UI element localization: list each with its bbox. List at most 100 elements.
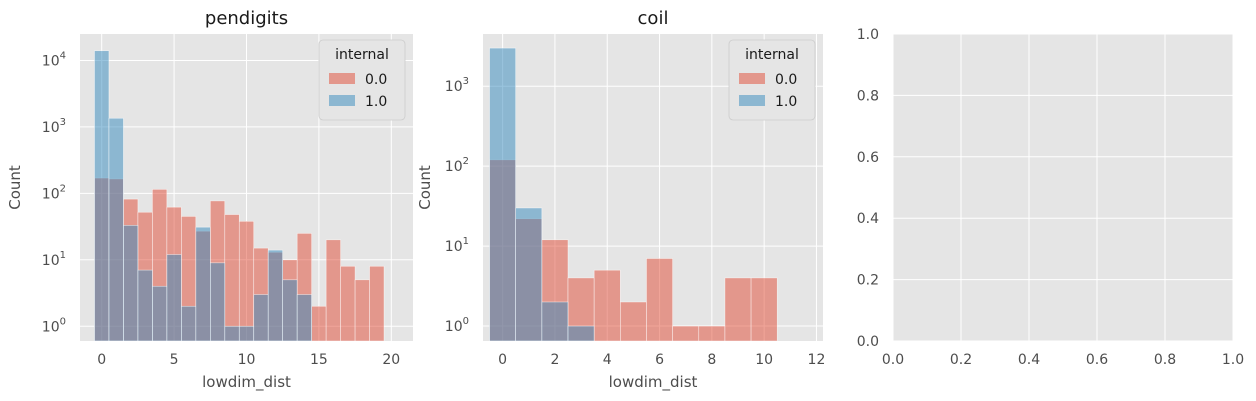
histogram-bar — [489, 47, 516, 342]
y-tick-base: 10 — [42, 253, 60, 269]
histogram-bar — [593, 269, 621, 342]
y-tick-label: 101 — [42, 250, 66, 269]
y-tick-label: 102 — [445, 156, 469, 175]
x-tick-label: 12 — [808, 352, 826, 368]
y-tick-label: 0.2 — [857, 273, 879, 289]
histogram-bar — [137, 269, 153, 342]
y-tick-label: 103 — [42, 117, 66, 136]
legend-swatch — [739, 73, 765, 84]
histogram-bar — [253, 294, 269, 342]
histogram-bar — [325, 239, 341, 342]
histogram-bar — [181, 305, 197, 342]
chart-panel-2: 0.0 0.2 0.4 0.6 0.8 1.0 0.0 0.2 0.4 0.6 0.8 1.0 — [857, 27, 1244, 368]
y-tick-exponent: 1 — [463, 236, 469, 247]
legend-entry-label: 0.0 — [365, 72, 387, 88]
y-tick-exponent: 3 — [463, 76, 469, 87]
histogram-bar — [267, 249, 283, 342]
histogram-bar — [94, 50, 110, 342]
histogram-bar — [224, 214, 240, 342]
y-tick-base: 10 — [42, 319, 60, 335]
histogram-bar — [354, 279, 370, 342]
y-tick-base: 10 — [445, 159, 463, 175]
y-tick-exponent: 2 — [463, 156, 469, 167]
legend-entry-label: 0.0 — [775, 72, 797, 88]
x-tick-label: 0 — [498, 352, 507, 368]
x-tick-label: 0 — [97, 352, 106, 368]
histogram-bar — [724, 277, 752, 342]
x-tick-label: 2 — [550, 352, 559, 368]
y-tick-label: 103 — [445, 76, 469, 95]
x-tick-label: 0.8 — [1154, 352, 1176, 368]
chart-panel-1: 0 2 4 6 8 10 12100101102103coillowdim_distCoun… — [416, 8, 825, 392]
x-axis-label: lowdim_dist — [609, 373, 698, 392]
histogram-bar — [620, 301, 647, 342]
histogram-bar — [282, 279, 298, 342]
x-tick-label: 6 — [655, 352, 664, 368]
histogram-bar — [515, 207, 543, 342]
x-tick-label: 0.2 — [950, 352, 972, 368]
x-tick-label: 8 — [707, 352, 716, 368]
legend-entry-label: 1.0 — [365, 94, 387, 110]
histogram-bar — [646, 258, 673, 342]
histogram-bar — [311, 305, 327, 342]
legend-swatch — [329, 95, 355, 106]
histogram-bar — [698, 325, 726, 342]
x-tick-label: 10 — [238, 352, 256, 368]
histogram-bar — [238, 220, 255, 342]
histogram-bar — [238, 325, 255, 342]
y-tick-exponent: 1 — [60, 250, 66, 261]
histogram-bar — [296, 294, 312, 342]
y-tick-label: 0.0 — [857, 334, 879, 350]
legend-swatch — [739, 95, 765, 106]
histogram-bar — [672, 325, 700, 342]
histogram-bar — [224, 325, 240, 342]
y-tick-exponent: 0 — [60, 316, 66, 327]
y-tick-base: 10 — [445, 319, 463, 335]
y-tick-base: 10 — [42, 53, 60, 69]
y-tick-label: 1.0 — [857, 27, 879, 43]
x-axis-label: lowdim_dist — [202, 373, 291, 392]
x-tick-label: 10 — [755, 352, 773, 368]
x-tick-label: 1.0 — [1222, 352, 1244, 368]
y-tick-base: 10 — [42, 186, 60, 202]
y-tick-label: 0.4 — [857, 211, 879, 227]
y-tick-base: 10 — [445, 79, 463, 95]
y-tick-exponent: 2 — [60, 183, 66, 194]
y-tick-label: 104 — [42, 50, 66, 69]
plot-background — [893, 34, 1233, 341]
x-tick-label: 0.6 — [1086, 352, 1108, 368]
y-tick-exponent: 0 — [463, 316, 469, 327]
y-tick-base: 10 — [445, 239, 463, 255]
x-tick-label: 0.0 — [882, 352, 904, 368]
histogram-bar — [340, 265, 356, 342]
y-tick-exponent: 4 — [60, 50, 66, 61]
y-axis-label: Count — [416, 165, 434, 210]
histogram-bar — [210, 262, 226, 342]
chart-title: pendigits — [205, 8, 288, 29]
histogram-bar — [369, 265, 385, 342]
histogram-bar — [567, 325, 595, 342]
y-tick-label: 101 — [445, 236, 469, 255]
histogram-bar — [152, 285, 168, 342]
y-axis-label: Count — [6, 165, 24, 210]
histogram-bar — [108, 117, 124, 342]
y-tick-label: 100 — [445, 316, 469, 335]
y-tick-label: 0.6 — [857, 150, 879, 166]
x-tick-label: 4 — [603, 352, 612, 368]
legend-swatch — [329, 73, 355, 84]
y-tick-label: 100 — [42, 316, 66, 335]
y-tick-label: 0.8 — [857, 88, 879, 104]
legend-title: internal — [745, 47, 799, 63]
y-tick-base: 10 — [42, 120, 60, 136]
series-1.0 — [94, 50, 312, 342]
legend-title: internal — [335, 47, 389, 63]
legend: internal 0.0 1.0 — [318, 39, 406, 121]
x-tick-label: 5 — [170, 352, 179, 368]
legend-entry-label: 1.0 — [775, 94, 797, 110]
x-tick-label: 0.4 — [1018, 352, 1040, 368]
series-1.0 — [489, 47, 595, 342]
legend: internal 0.0 1.0 — [728, 39, 816, 121]
histogram-bar — [195, 226, 211, 342]
chart-panel-0: 0 5 10 15 20100101102103104pendigitslowdim_d… — [6, 8, 413, 392]
